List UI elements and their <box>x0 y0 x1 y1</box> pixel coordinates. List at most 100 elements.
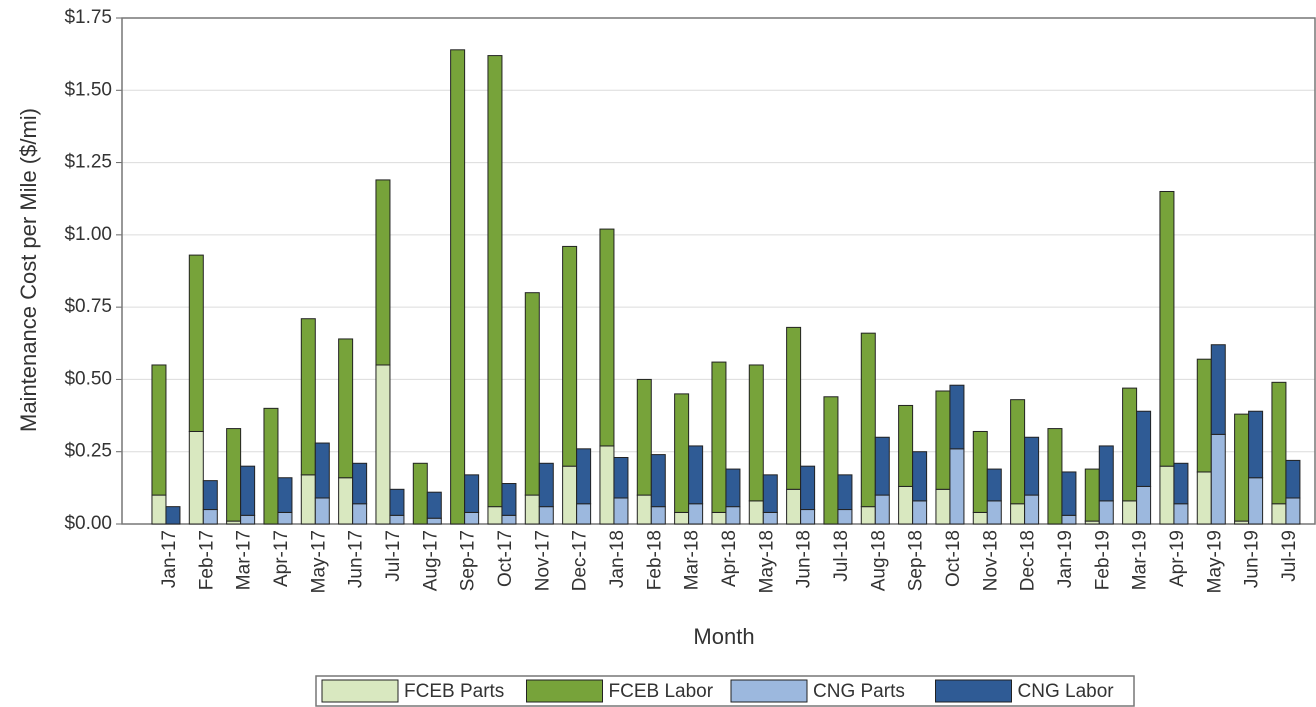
bar-segment <box>1010 399 1026 505</box>
bar-segment <box>464 474 480 513</box>
bar-segment <box>538 462 554 508</box>
bar-segment <box>1024 436 1040 496</box>
legend-swatch <box>935 679 1012 703</box>
bar-segment <box>613 497 629 525</box>
x-tick-label: Jan-18 <box>607 530 628 588</box>
bar-segment <box>314 497 330 525</box>
bar-segment <box>1159 465 1175 525</box>
bar-segment <box>538 506 554 525</box>
bar-segment <box>151 494 167 525</box>
bar-segment <box>949 448 965 525</box>
bar-segment <box>1196 471 1212 525</box>
bar-segment <box>202 509 218 525</box>
bar-segment <box>562 465 578 525</box>
legend-swatch <box>730 679 808 703</box>
y-tick-label: $1.50 <box>64 79 112 100</box>
bar-segment <box>1248 410 1264 479</box>
bar-segment <box>1173 462 1189 505</box>
bar-segment <box>748 500 764 525</box>
y-tick-label: $0.75 <box>64 296 112 317</box>
x-tick-label: Jul-17 <box>383 530 404 582</box>
x-tick-label: Apr-19 <box>1167 530 1188 587</box>
bar-segment <box>1271 503 1287 525</box>
bar-segment <box>1084 468 1100 522</box>
bar-segment <box>725 468 741 508</box>
bar-segment <box>188 254 204 432</box>
x-tick-label: Sep-17 <box>458 530 479 591</box>
bar-segment <box>725 506 741 525</box>
bar-segment <box>1234 413 1250 522</box>
y-tick-label: $1.00 <box>64 224 112 245</box>
bar-segment <box>1061 514 1077 525</box>
bar-segment <box>240 514 256 525</box>
bar-segment <box>748 364 764 502</box>
bar-segment <box>972 511 988 525</box>
bar-segment <box>1196 358 1212 473</box>
bar-segment <box>300 474 316 525</box>
x-tick-label: Mar-17 <box>234 530 255 590</box>
bar-segment <box>711 361 727 513</box>
bar-segment <box>935 390 951 490</box>
bar-segment <box>487 506 503 525</box>
x-tick-label: Aug-18 <box>868 530 889 591</box>
bar-segment <box>1047 428 1063 525</box>
x-tick-label: Jun-17 <box>346 530 367 588</box>
bar-segment <box>650 506 666 525</box>
bar-segment <box>1098 445 1114 502</box>
bar-segment <box>1210 344 1226 435</box>
x-tick-label: May-17 <box>308 530 329 593</box>
x-tick-label: Jun-19 <box>1242 530 1263 588</box>
bar-segment <box>375 179 391 366</box>
x-tick-label: Dec-17 <box>570 530 591 591</box>
bar-segment <box>524 494 540 525</box>
bar-segment <box>426 491 442 519</box>
bar-segment <box>165 506 181 525</box>
bar-segment <box>800 509 816 525</box>
bar-segment <box>986 468 1002 502</box>
bar-segment <box>314 442 330 499</box>
bar-segment <box>674 393 690 513</box>
bar-segment <box>1122 500 1138 525</box>
x-tick-label: Jan-17 <box>159 530 180 588</box>
x-tick-label: Jul-18 <box>831 530 852 582</box>
legend-swatch <box>526 679 603 703</box>
bar-segment <box>711 511 727 525</box>
y-axis-title: Maintenance Cost per Mile ($/mi) <box>16 108 41 432</box>
bar-segment <box>786 488 802 525</box>
bar-segment <box>860 506 876 525</box>
bar-segment <box>935 488 951 525</box>
bar-segment <box>1061 471 1077 516</box>
bar-segment <box>338 477 354 525</box>
bar-segment <box>338 338 354 479</box>
x-tick-label: Jul-19 <box>1279 530 1300 582</box>
bar-segment <box>263 407 279 525</box>
bar-segment <box>412 462 428 525</box>
bar-segment <box>1024 494 1040 525</box>
bar-segment <box>300 318 316 476</box>
bar-segment <box>501 514 517 525</box>
bar-segment <box>837 509 853 525</box>
x-tick-label: Mar-18 <box>682 530 703 590</box>
legend-label: CNG Parts <box>813 681 905 702</box>
x-tick-label: Feb-18 <box>644 530 665 590</box>
bar-segment <box>1173 503 1189 525</box>
bar-segment <box>501 483 517 516</box>
bar-segment <box>613 456 629 499</box>
bar-segment <box>688 445 704 505</box>
bar-segment <box>599 445 615 525</box>
bar-segment <box>874 436 890 496</box>
bar-segment <box>188 430 204 525</box>
bar-segment <box>389 514 405 525</box>
x-tick-label: Oct-18 <box>943 530 964 587</box>
bar-segment <box>762 511 778 525</box>
bar-segment <box>986 500 1002 525</box>
x-tick-label: Nov-17 <box>532 530 553 591</box>
x-tick-label: May-19 <box>1204 530 1225 593</box>
y-tick-label: $0.50 <box>64 368 112 389</box>
legend-label: FCEB Labor <box>609 681 714 702</box>
y-tick-label: $1.75 <box>64 7 112 28</box>
bar-segment <box>240 465 256 516</box>
x-axis-title: Month <box>693 624 754 649</box>
y-tick-label: $0.00 <box>64 513 112 534</box>
bar-segment <box>912 451 928 502</box>
